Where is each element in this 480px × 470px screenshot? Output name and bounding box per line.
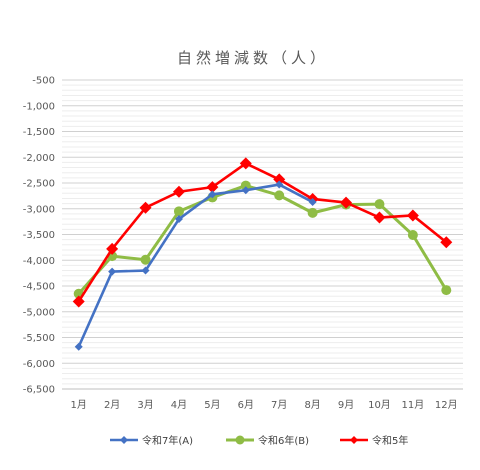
y-tick-label: -1,000 [23, 101, 55, 112]
x-axis: 1月 2月 3月 4月 5月 6月 7月 8月 9月 10月 11月 12月 [62, 388, 463, 411]
x-tick-label: 12月 [435, 399, 458, 411]
data-point [140, 254, 151, 265]
data-point [106, 242, 119, 255]
legend-item: 令和5年 [340, 434, 408, 447]
x-tick-label: 2月 [104, 399, 120, 411]
legend: 令和7年(A) 令和6年(B) 令和5年 [110, 434, 408, 447]
legend-swatch-marker [120, 436, 128, 444]
data-point [74, 342, 83, 351]
data-point [373, 211, 386, 224]
y-axis: -500 -1,000 -1,500 -2,000 -2,500 -3,000 -3,500… [23, 76, 55, 396]
y-tick-label: -3,000 [23, 204, 55, 215]
x-tick-label: 6月 [238, 399, 254, 411]
x-tick-label: 11月 [402, 399, 425, 411]
data-point [273, 173, 286, 186]
y-tick-label: -2,000 [23, 153, 55, 164]
y-tick-label: -6,000 [23, 359, 55, 370]
y-tick-label: -1,500 [23, 127, 55, 138]
data-point [274, 190, 285, 201]
x-tick-label: 4月 [171, 399, 187, 411]
y-tick-label: -5,500 [23, 333, 55, 344]
legend-label: 令和6年(B) [258, 434, 309, 447]
y-tick-label: -4,000 [23, 256, 55, 267]
data-point [174, 215, 183, 224]
legend-label: 令和5年 [372, 434, 408, 447]
legend-swatch-marker [350, 436, 358, 444]
data-point [441, 285, 452, 296]
x-tick-label: 8月 [304, 399, 320, 411]
data-point [340, 196, 353, 209]
series-layer [72, 157, 453, 351]
data-point [406, 209, 419, 222]
data-point [206, 181, 219, 194]
data-point [208, 190, 217, 199]
legend-item: 令和7年(A) [110, 434, 193, 447]
x-tick-label: 1月 [71, 399, 87, 411]
data-point [407, 230, 418, 241]
x-tick-label: 5月 [204, 399, 220, 411]
y-tick-label: -500 [32, 76, 55, 87]
legend-swatch-marker [235, 435, 245, 445]
y-tick-label: -2,500 [23, 179, 55, 190]
data-point [374, 199, 385, 210]
series-3 [72, 157, 453, 308]
legend-item: 令和6年(B) [226, 434, 309, 447]
data-point [239, 157, 252, 170]
data-point [307, 207, 318, 218]
y-tick-label: -3,500 [23, 230, 55, 241]
y-tick-label: -6,500 [23, 385, 55, 396]
y-tick-label: -4,500 [23, 282, 55, 293]
series-line [77, 183, 314, 348]
series-1 [74, 180, 317, 351]
x-tick-label: 10月 [368, 399, 391, 411]
x-tick-label: 9月 [338, 399, 354, 411]
x-tick-label: 3月 [137, 399, 153, 411]
data-point [440, 236, 453, 249]
series-line [77, 184, 448, 295]
data-point [108, 267, 117, 276]
x-tick-label: 7月 [271, 399, 287, 411]
data-point [275, 180, 284, 189]
data-point [240, 180, 251, 191]
data-point [141, 266, 150, 275]
legend-label: 令和7年(A) [142, 434, 193, 447]
data-point [173, 206, 184, 217]
y-tick-label: -5,000 [23, 307, 55, 318]
data-point [172, 185, 185, 198]
data-point [308, 198, 317, 207]
data-point [241, 186, 250, 195]
data-point [72, 295, 85, 308]
data-point [139, 201, 152, 214]
gridlines [62, 79, 463, 390]
chart-title: 自然増減数（人） [177, 49, 329, 67]
